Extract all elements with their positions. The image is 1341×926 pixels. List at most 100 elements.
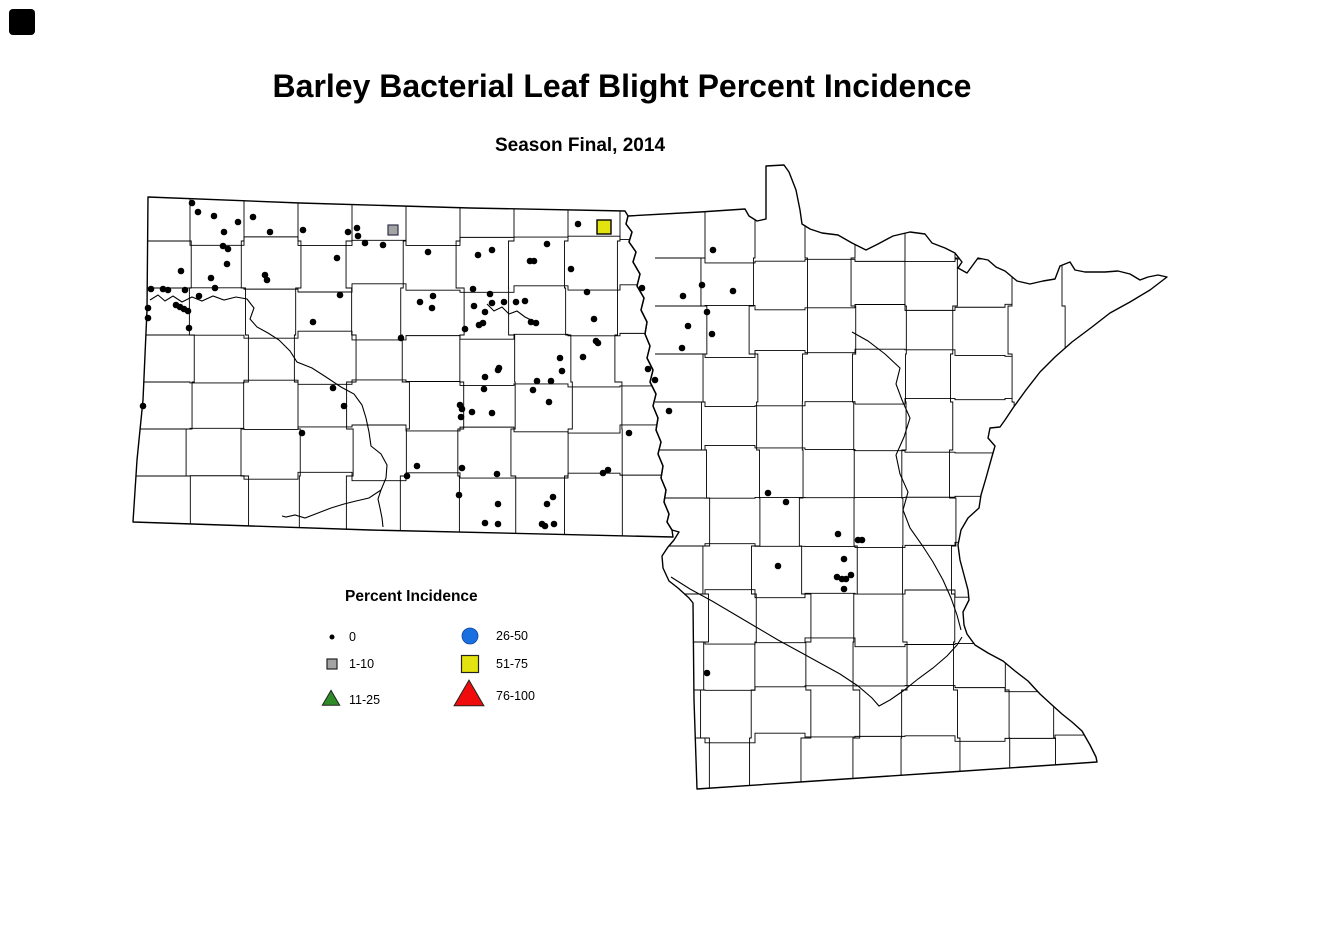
marker-dot-0 bbox=[195, 292, 203, 300]
marker-dot-0 bbox=[429, 292, 437, 300]
river-lines bbox=[149, 294, 963, 707]
marker-dot-0 bbox=[651, 376, 659, 384]
marker-dot-0 bbox=[353, 224, 361, 232]
marker-dot-0 bbox=[842, 575, 850, 583]
marker-dot-0 bbox=[354, 232, 362, 240]
marker-dot-0 bbox=[665, 407, 673, 415]
marker-dot-0 bbox=[428, 304, 436, 312]
marker-dot-0 bbox=[344, 228, 352, 236]
marker-dot-0 bbox=[194, 208, 202, 216]
marker-dot-0 bbox=[834, 530, 842, 538]
marker-dot-0 bbox=[188, 199, 196, 207]
legend-title: Percent Incidence bbox=[345, 588, 478, 605]
marker-dot-0 bbox=[219, 242, 227, 250]
marker-dot-0 bbox=[416, 298, 424, 306]
county-line bbox=[507, 197, 517, 537]
marker-dot-0 bbox=[527, 318, 535, 326]
marker-dot-0 bbox=[774, 562, 782, 570]
marker-dot-0 bbox=[333, 254, 341, 262]
marker-dot-0 bbox=[159, 285, 167, 293]
legend-label-76-100: 76-100 bbox=[496, 689, 535, 703]
marker-dot-0 bbox=[500, 298, 508, 306]
marker-dot-0 bbox=[488, 246, 496, 254]
marker-dot-0 bbox=[266, 228, 274, 236]
marker-dot-0 bbox=[481, 308, 489, 316]
legend-label-0: 0 bbox=[349, 630, 356, 644]
marker-dot-0 bbox=[583, 288, 591, 296]
marker-dot-0 bbox=[703, 669, 711, 677]
county-line bbox=[655, 732, 1167, 744]
marker-dot-0 bbox=[185, 324, 193, 332]
marker-dot-0 bbox=[494, 520, 502, 528]
marker-dot-0 bbox=[413, 462, 421, 470]
marker-dot-0 bbox=[424, 248, 432, 256]
county-line bbox=[614, 197, 623, 537]
marker-dot-0 bbox=[684, 322, 692, 330]
marker-dot-0 bbox=[594, 339, 602, 347]
marker-dot-0 bbox=[210, 212, 218, 220]
marker-dot-0 bbox=[336, 291, 344, 299]
marker-dot-0 bbox=[847, 571, 855, 579]
marker-dot-0 bbox=[147, 285, 155, 293]
county-line bbox=[133, 235, 673, 246]
marker-dot-0 bbox=[764, 489, 772, 497]
marker-dot-0 bbox=[481, 373, 489, 381]
marker-dot-0 bbox=[512, 298, 520, 306]
marker-dot-0 bbox=[599, 469, 607, 477]
marker-dot-0 bbox=[529, 386, 537, 394]
marker-dot-0 bbox=[340, 402, 348, 410]
marker-dot-0 bbox=[709, 246, 717, 254]
marker-dot-0 bbox=[220, 228, 228, 236]
legend-triangle-icon bbox=[453, 679, 485, 707]
county-line bbox=[798, 205, 812, 789]
marker-dot-0 bbox=[470, 302, 478, 310]
marker-dot-0 bbox=[604, 466, 612, 474]
marker-dot-0 bbox=[840, 585, 848, 593]
marker-dot-0 bbox=[261, 271, 269, 279]
marker-dot-0 bbox=[679, 292, 687, 300]
marker-dot-0 bbox=[249, 213, 257, 221]
marker-dot-0 bbox=[521, 297, 529, 305]
marker-dot-0 bbox=[543, 240, 551, 248]
marker-dot-0 bbox=[309, 318, 317, 326]
marker-dot-0 bbox=[533, 377, 541, 385]
county-line bbox=[949, 205, 961, 789]
marker-dot-0 bbox=[678, 344, 686, 352]
marker-dot-0 bbox=[379, 241, 387, 249]
marker-dot-0 bbox=[234, 218, 242, 226]
state-fill-1 bbox=[626, 165, 1167, 789]
marker-dot-0 bbox=[494, 366, 502, 374]
legend-dot-icon bbox=[329, 634, 335, 640]
marker-dot-0 bbox=[530, 257, 538, 265]
marker-dot-0 bbox=[494, 500, 502, 508]
marker-dot-0 bbox=[164, 286, 172, 294]
legend-triangle-icon bbox=[321, 689, 341, 706]
marker-dot-0 bbox=[590, 315, 598, 323]
county-line bbox=[1007, 265, 1015, 425]
county-line bbox=[133, 379, 673, 388]
corner-mark bbox=[9, 9, 35, 35]
marker-dot-0 bbox=[488, 409, 496, 417]
marker-dot-0 bbox=[574, 220, 582, 228]
marker-dot-0 bbox=[840, 555, 848, 563]
marker-dot-0 bbox=[550, 520, 558, 528]
marker-dot-0 bbox=[549, 493, 557, 501]
marker-dot-0 bbox=[263, 276, 271, 284]
county-line bbox=[185, 197, 195, 537]
marker-dot-0 bbox=[468, 408, 476, 416]
marker-dot-0 bbox=[458, 405, 466, 413]
legend-circle-icon bbox=[461, 627, 479, 645]
county-line bbox=[455, 197, 465, 537]
marker-dot-0 bbox=[541, 522, 549, 530]
marker-dot-0 bbox=[207, 274, 215, 282]
county-line bbox=[133, 424, 673, 434]
river-line-4 bbox=[851, 331, 962, 631]
legend-symbols bbox=[321, 627, 485, 707]
marker-dot-0 bbox=[858, 536, 866, 544]
marker-square-1-10 bbox=[387, 224, 399, 236]
marker-dot-0 bbox=[729, 287, 737, 295]
legend-square-icon bbox=[460, 654, 480, 674]
marker-dot-0 bbox=[461, 325, 469, 333]
marker-dot-0 bbox=[144, 304, 152, 312]
